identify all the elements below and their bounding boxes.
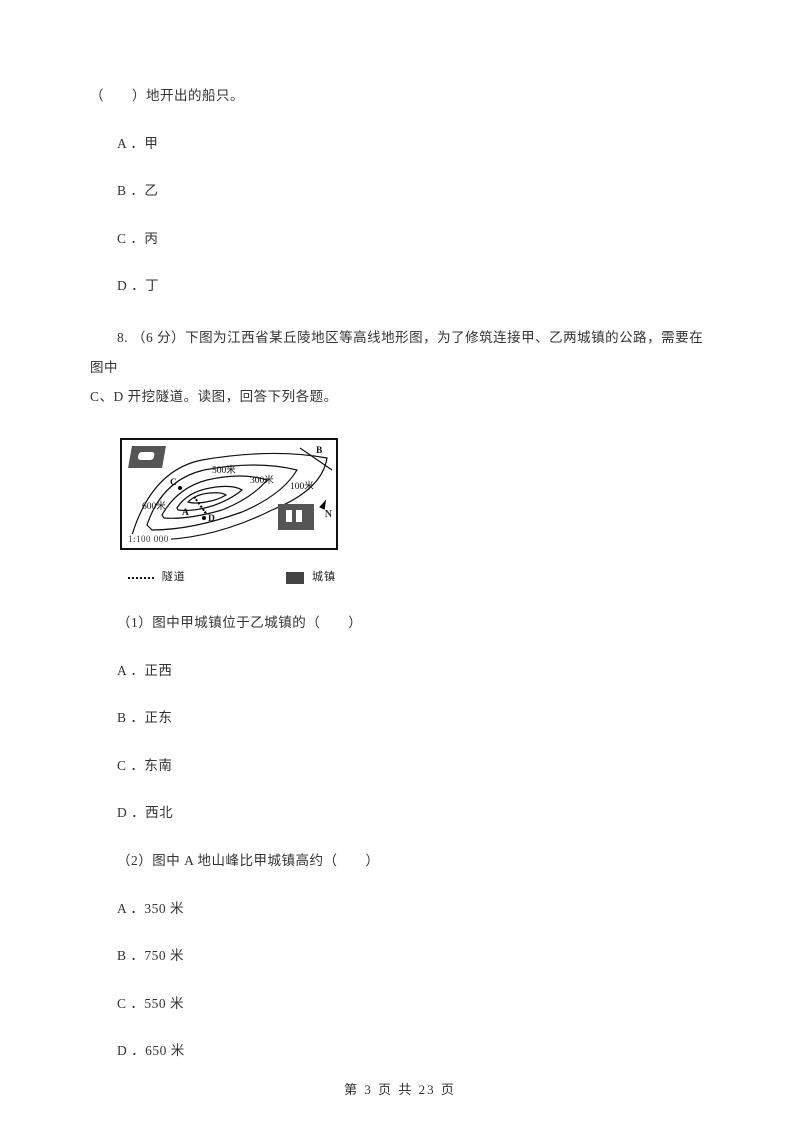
- q8-sub2-opt-d: D ．650 米: [90, 1040, 710, 1062]
- q8-sub2-opt-b: B ．750 米: [90, 945, 710, 967]
- legend-tunnel-symbol: [128, 577, 154, 579]
- contour-300-label: 300米: [250, 472, 274, 486]
- q8-stem-line2: C、D 开挖隧道。读图，回答下列各题。: [90, 382, 710, 412]
- q8-stem: 8. （6 分）下图为江西省某丘陵地区等高线地形图，为了修筑连接甲、乙两城镇的公…: [90, 323, 710, 412]
- q8-sub1-opt-d: D ．西北: [90, 802, 710, 824]
- legend-town: 城镇: [286, 568, 336, 584]
- legend-tunnel: 隧道: [128, 568, 186, 584]
- map-frame: A B C D 500米 300米 100米 600米 N 1:100 000: [120, 438, 338, 550]
- north-indicator: N: [325, 509, 332, 520]
- q7-opt-b: B ．乙: [90, 180, 710, 202]
- contour-map-figure: A B C D 500米 300米 100米 600米 N 1:100 000 …: [120, 438, 340, 588]
- q8-sub2-opt-a: A ．350 米: [90, 898, 710, 920]
- town-marker-1: [128, 446, 166, 468]
- contour-600-label: 600米: [142, 498, 166, 512]
- q7-opt-c: C ．丙: [90, 228, 710, 250]
- contour-100-label: 100米: [290, 478, 314, 492]
- point-d-label: D: [208, 514, 215, 524]
- legend-town-label: 城镇: [312, 571, 336, 583]
- q7-opt-d: D ．丁: [90, 275, 710, 297]
- q8-sub1-stem: （1）图中甲城镇位于乙城镇的（ ）: [90, 612, 710, 634]
- legend-town-symbol: [286, 572, 304, 584]
- page-footer: 第 3 页 共 23 页: [0, 1079, 800, 1098]
- q8-sub1-opt-a: A ．正西: [90, 660, 710, 682]
- q8-sub1-opt-b: B ．正东: [90, 707, 710, 729]
- point-c-dot: [178, 486, 182, 490]
- q8-sub1-opt-c: C ．东南: [90, 755, 710, 777]
- q8-sub2-stem: （2）图中 A 地山峰比甲城镇高约（ ）: [90, 850, 710, 872]
- legend-tunnel-label: 隧道: [162, 571, 186, 583]
- q8-stem-line1: 8. （6 分）下图为江西省某丘陵地区等高线地形图，为了修筑连接甲、乙两城镇的公…: [90, 323, 710, 382]
- map-legend: 隧道 城镇: [120, 564, 340, 588]
- town-marker-2: [278, 504, 314, 530]
- point-b-label: B: [316, 446, 322, 456]
- point-d-dot: [202, 516, 206, 520]
- q8-sub2-opt-c: C ．550 米: [90, 993, 710, 1015]
- contour-500-label: 500米: [212, 462, 236, 476]
- q7-stem: （ ）地开出的船只。: [90, 85, 710, 107]
- map-scale: 1:100 000: [126, 534, 171, 544]
- point-a-label: A: [182, 508, 189, 518]
- q7-opt-a: A ．甲: [90, 133, 710, 155]
- point-c-label: C: [170, 478, 177, 488]
